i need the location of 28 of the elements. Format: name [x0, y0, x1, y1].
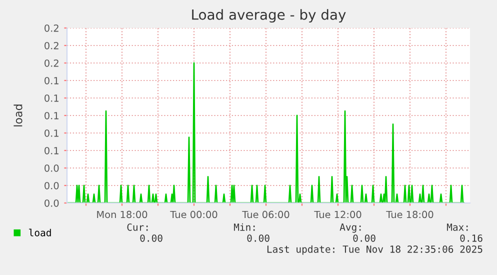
y-tick-label: 0.2	[44, 24, 58, 32]
chart-title: Load average - by day	[192, 9, 346, 23]
text: 0.00	[247, 234, 270, 242]
y-tick-label: 0.2	[44, 42, 58, 50]
text: Min:	[234, 223, 255, 231]
x-tick-label: Tue 06:00	[242, 210, 290, 218]
text: 0.00	[353, 234, 376, 242]
y-tick-label: 0.1	[44, 146, 58, 154]
text: Max:	[446, 224, 468, 231]
y-tick-label: 0.2	[44, 59, 58, 67]
y-tick-label: 0.0	[44, 164, 59, 172]
text: 0.00	[140, 234, 162, 242]
legend-label: load	[29, 228, 51, 236]
x-tick-label: Tue 18:00	[386, 210, 434, 218]
text: Last update: Tue Nov 18 22:35:06 2025	[267, 245, 482, 255]
x-tick-label: Tue 00:00	[170, 210, 218, 218]
y-axis-title: load	[14, 104, 22, 126]
y-tick-label: 0.1	[44, 76, 58, 84]
y-tick-label: 0.0	[44, 182, 59, 190]
y-tick-label: 0.0	[44, 199, 59, 207]
y-tick-label: 0.1	[44, 112, 58, 120]
x-tick-label: Mon 18:00	[97, 210, 148, 218]
text: 0.16	[460, 234, 482, 242]
text: Cur:	[127, 223, 148, 231]
text: Avg:	[340, 224, 361, 233]
x-tick-label: Tue 12:00	[314, 210, 362, 218]
y-tick-label: 0.1	[44, 129, 58, 137]
y-tick-label: 0.1	[44, 94, 58, 102]
